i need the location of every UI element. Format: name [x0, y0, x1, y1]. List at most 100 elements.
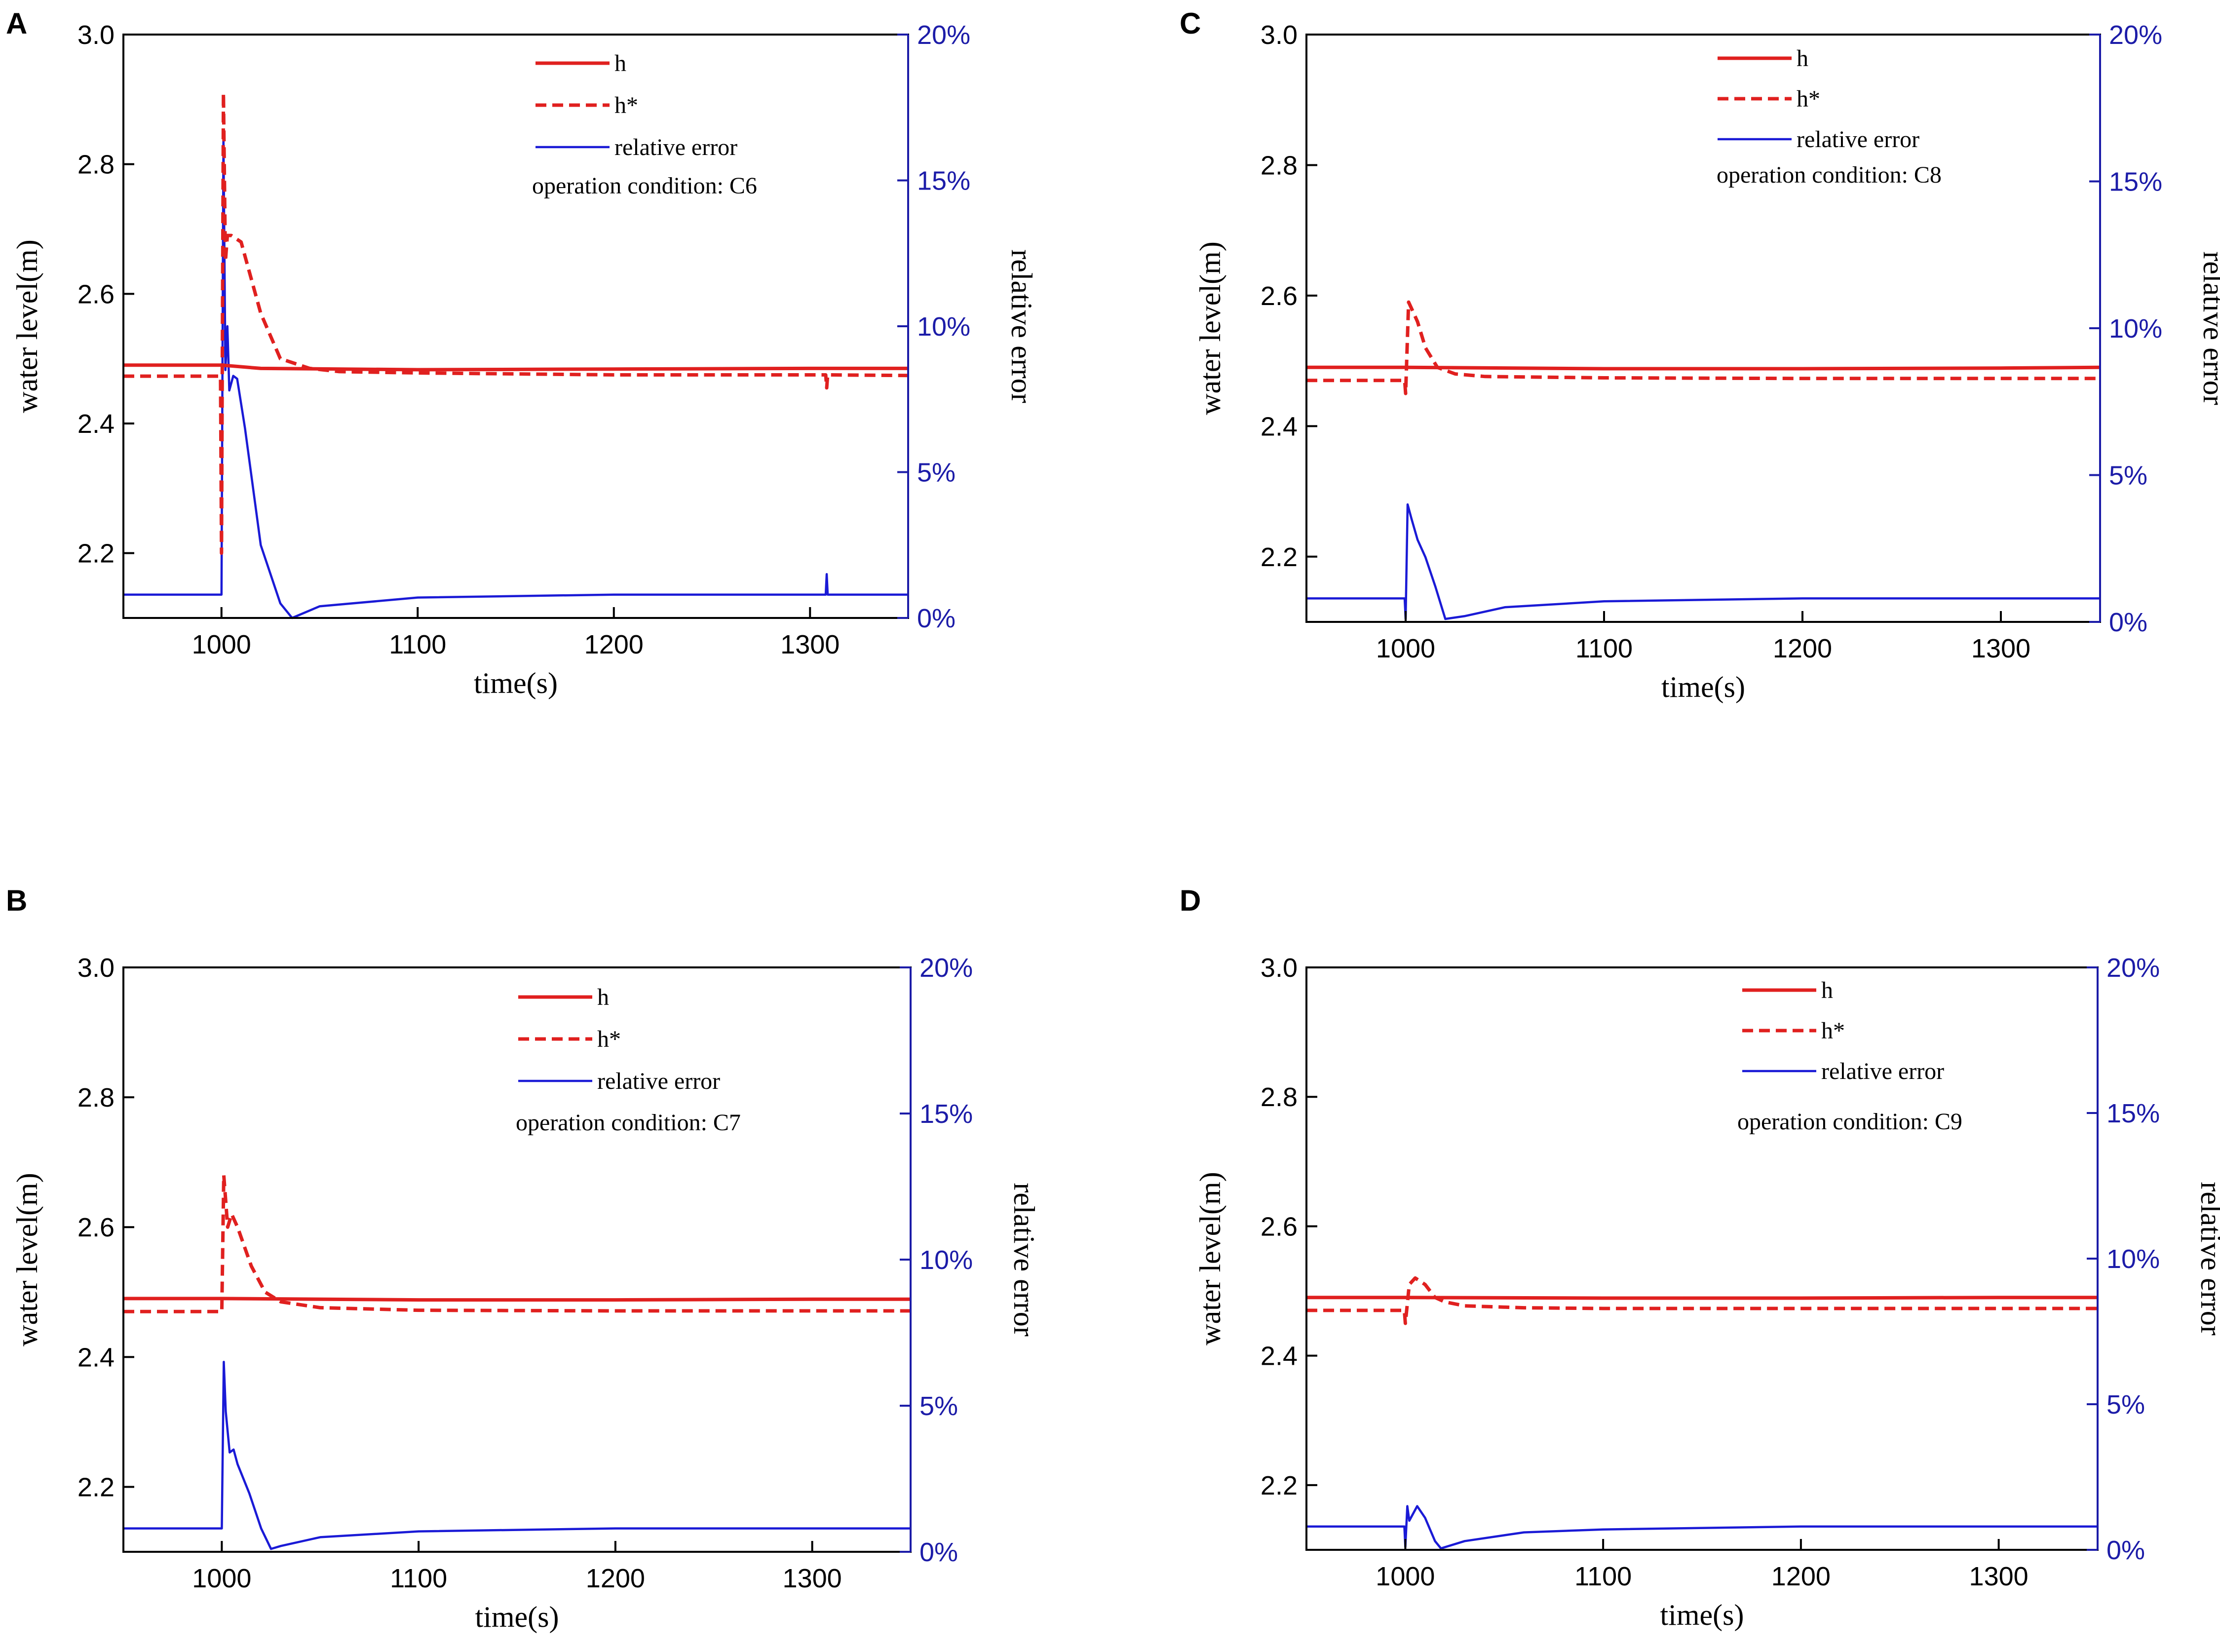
legend-relative-error-label: relative error [1821, 1058, 1944, 1084]
y-right-tick-label: 15% [917, 166, 970, 196]
y-right-axis-title: relative error [2197, 251, 2220, 405]
legend-h-label: h [1797, 45, 1808, 72]
y-right-axis-title: relative error [1008, 1183, 1040, 1336]
y-right-tick-label: 20% [917, 20, 970, 50]
x-tick-label: 1000 [1376, 1562, 1435, 1591]
y-left-tick-label: 2.8 [77, 150, 115, 180]
legend-h-star-label: h* [1797, 86, 1820, 112]
x-axis-title: time(s) [474, 667, 558, 699]
y-right-tick-label: 10% [917, 312, 970, 342]
y-right-tick-label: 15% [919, 1099, 973, 1129]
y-right-tick-label: 10% [2109, 314, 2162, 344]
legend: h h* relative error operation condition:… [532, 50, 757, 199]
y-left-axis-title: water level(m) [11, 1173, 43, 1346]
x-tick-label: 1100 [1574, 1562, 1632, 1591]
x-tick-label: 1200 [586, 1564, 645, 1593]
x-tick-label: 1300 [1971, 634, 2030, 663]
legend-h-star-label: h* [614, 92, 638, 118]
y-right-tick-label: 20% [2109, 20, 2162, 50]
y-left-tick-label: 2.2 [77, 539, 115, 569]
x-tick-label: 1000 [192, 1564, 251, 1593]
y-left-tick-label: 2.8 [77, 1083, 115, 1113]
chart-panel-b: 2.2 2.4 2.6 2.8 3.0 0% 5% 10% 15% 20% 1000 1100 1200… [11, 953, 1040, 1633]
legend-relative-error-label: relative error [614, 134, 737, 160]
y-left-axis-title: water level(m) [1194, 1172, 1226, 1345]
h-line [123, 1297, 911, 1302]
y-left-tick-label: 3.0 [77, 20, 115, 50]
y-right-tick-label: 20% [2106, 953, 2160, 983]
y-left-tick-label: 2.8 [1261, 151, 1298, 180]
operation-condition-note: operation condition: C6 [532, 173, 757, 199]
panel-label-b: B [6, 884, 27, 917]
y-right-tick-label: 20% [919, 953, 973, 983]
x-tick-label: 1200 [1773, 634, 1832, 663]
y-right-tick-label: 15% [2106, 1099, 2160, 1128]
y-right-tick-label: 10% [2106, 1244, 2160, 1274]
y-left-tick-label: 3.0 [1261, 20, 1298, 50]
y-left-tick-label: 2.4 [77, 1343, 115, 1372]
x-tick-label: 1300 [780, 630, 840, 659]
y-right-tick-label: 0% [917, 604, 956, 633]
relative-error-line [123, 1360, 911, 1550]
y-left-tick-label: 3.0 [1261, 953, 1298, 983]
legend-relative-error-label: relative error [1797, 126, 1919, 153]
relative-error-line [123, 135, 908, 619]
relative-error-line [1306, 503, 2100, 620]
operation-condition-note: operation condition: C7 [516, 1110, 741, 1136]
y-left-tick-label: 2.4 [1261, 1342, 1298, 1371]
legend-h-label: h [1821, 977, 1833, 1003]
y-right-tick-label: 0% [919, 1537, 958, 1567]
y-right-tick-label: 0% [2106, 1536, 2145, 1565]
legend-h-label: h [597, 984, 609, 1010]
y-right-tick-label: 5% [919, 1391, 958, 1421]
y-left-tick-label: 2.6 [1261, 1212, 1298, 1241]
y-left-tick-label: 2.2 [1261, 542, 1298, 572]
panel-label-d: D [1180, 884, 1201, 917]
operation-condition-note: operation condition: C8 [1717, 162, 1942, 188]
legend-h-star-label: h* [597, 1026, 621, 1052]
y-right-tick-label: 5% [2106, 1390, 2145, 1420]
h-star-line [1306, 300, 2100, 395]
y-left-tick-label: 2.6 [77, 279, 115, 309]
x-tick-label: 1000 [1376, 634, 1435, 663]
y-left-tick-label: 2.8 [1261, 1082, 1298, 1112]
x-tick-label: 1200 [1771, 1562, 1831, 1591]
panel-label-a: A [6, 7, 27, 40]
y-left-tick-label: 2.4 [1261, 412, 1298, 441]
legend-h-star-label: h* [1821, 1018, 1845, 1044]
x-tick-label: 1300 [1969, 1562, 2029, 1591]
chart-panel-d: 2.2 2.4 2.6 2.8 3.0 0% 5% 10% 15% 20% 1000 1100 1200… [1194, 953, 2220, 1631]
chart-panel-a: 2.2 2.4 2.6 2.8 3.0 0% 5% 10% 15% 20% 1000 1100 1200… [11, 20, 1038, 699]
x-axis-title: time(s) [1660, 1599, 1744, 1631]
chart-panel-c: 2.2 2.4 2.6 2.8 3.0 0% 5% 10% 15% 20% 1000 1100 1200… [1194, 20, 2220, 703]
legend: h h* relative error operation condition:… [1717, 45, 1942, 188]
y-right-tick-label: 5% [917, 458, 956, 488]
x-axis-title: time(s) [475, 1601, 559, 1633]
y-right-axis-title: relative error [2195, 1182, 2220, 1335]
y-left-tick-label: 2.6 [77, 1213, 115, 1242]
y-right-tick-label: 10% [919, 1245, 973, 1275]
series-group [1306, 300, 2101, 620]
legend-h-label: h [614, 50, 626, 77]
y-right-tick-label: 5% [2109, 461, 2147, 491]
y-left-tick-label: 3.0 [77, 953, 115, 983]
legend-relative-error-label: relative error [597, 1068, 720, 1094]
y-left-axis-title: water level(m) [11, 239, 43, 413]
legend: h h* relative error operation condition:… [516, 984, 741, 1136]
x-axis-title: time(s) [1661, 671, 1745, 703]
y-right-tick-label: 0% [2109, 608, 2147, 637]
y-left-tick-label: 2.2 [1261, 1471, 1298, 1500]
y-left-tick-label: 2.2 [77, 1472, 115, 1502]
x-tick-label: 1100 [390, 1564, 447, 1593]
h-star-line [123, 1173, 911, 1313]
h-line [1306, 365, 2101, 371]
x-tick-label: 1100 [389, 630, 446, 659]
y-left-tick-label: 2.4 [77, 409, 115, 439]
y-left-tick-label: 2.6 [1261, 281, 1298, 311]
x-tick-label: 1000 [192, 630, 251, 659]
h-line [123, 363, 908, 372]
y-right-tick-label: 15% [2109, 167, 2162, 197]
x-tick-label: 1200 [584, 630, 644, 659]
operation-condition-note: operation condition: C9 [1737, 1109, 1962, 1135]
